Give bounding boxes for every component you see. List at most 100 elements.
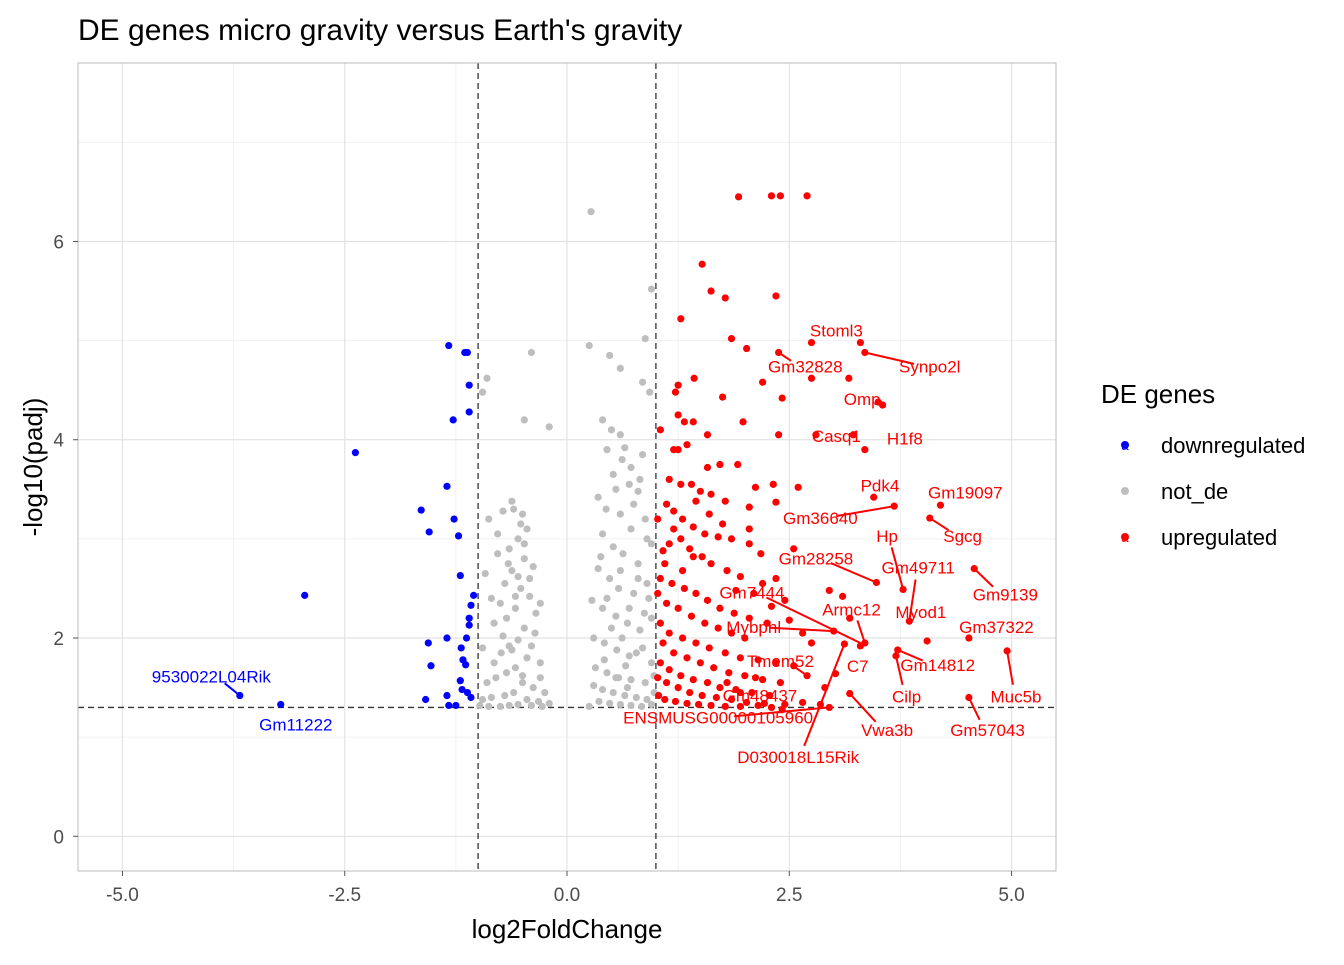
data-point-upregulated [785,616,793,624]
label-leader-line [973,567,994,588]
data-point-upregulated [661,695,669,704]
data-point-upregulated [721,702,729,711]
data-point-upregulated [807,374,816,382]
data-point-not-de [612,485,620,493]
gene-label: Muc5b [990,688,1041,707]
data-point-upregulated [745,540,753,548]
data-point-not-de [527,701,536,710]
data-point-not-de [621,444,629,452]
data-point-upregulated [899,585,907,594]
data-point-upregulated [923,637,931,645]
data-point-upregulated [730,609,738,617]
label-leader-line [897,648,924,662]
data-point-not-de [638,451,647,459]
data-point-upregulated [674,604,682,612]
data-point-upregulated [665,475,673,483]
data-point-upregulated [748,688,756,697]
data-point-downregulated [457,644,465,652]
data-point-downregulated [465,408,473,416]
data-point-upregulated [750,589,758,598]
data-point-upregulated [662,599,671,607]
data-point-not-de [647,659,656,667]
data-point-upregulated [721,497,729,505]
data-point-downregulated [424,639,432,647]
data-point-not-de [585,702,593,711]
data-point-upregulated [689,553,697,561]
data-point-not-de [612,612,620,620]
data-point-upregulated [707,287,715,295]
data-point-not-de [496,599,504,607]
data-point-not-de [502,669,511,677]
data-point-downregulated [465,621,473,629]
data-point-upregulated [812,431,820,439]
data-point-not-de [643,535,651,543]
data-point-upregulated [683,441,691,449]
data-point-upregulated [781,596,789,604]
data-point-not-de [587,208,595,216]
data-point-upregulated [763,619,771,627]
data-point-upregulated [678,515,687,523]
data-point-upregulated [718,393,727,401]
data-point-not-de [647,700,656,709]
data-point-not-de [638,702,646,711]
data-point-upregulated [654,674,662,682]
data-point-upregulated [656,619,664,627]
data-point-upregulated [670,649,678,657]
data-point-not-de [511,592,520,600]
data-point-not-de [606,574,614,583]
data-point-upregulated [723,567,731,575]
data-point-not-de [517,584,525,593]
gene-label: Gm32828 [768,357,843,376]
data-point-upregulated [654,691,663,700]
data-point-not-de [613,646,621,654]
data-point-not-de [529,563,537,571]
legend-key-upregulated [1121,533,1129,541]
data-point-downregulated [443,482,451,490]
data-point-not-de [594,493,602,501]
data-point-not-de [641,335,649,343]
data-point-upregulated [703,596,712,604]
data-point-upregulated [656,574,664,583]
data-point-upregulated [799,629,807,637]
data-point-downregulated [467,693,475,702]
data-point-downregulated [445,341,453,350]
data-point-not-de [478,388,487,396]
data-point-not-de [526,574,534,583]
data-point-not-de [485,515,493,523]
data-point-not-de [594,565,602,573]
data-point-upregulated [745,525,753,533]
data-point-upregulated [680,584,688,593]
data-point-not-de [536,599,544,607]
data-point-upregulated [692,639,700,647]
chart-title: DE genes micro gravity versus Earth's gr… [78,14,682,47]
data-point-not-de [612,674,620,682]
grid-lines [78,63,1056,871]
data-point-upregulated [775,431,783,439]
data-point-downregulated [463,348,472,357]
data-point-not-de [618,455,626,464]
data-point-upregulated [687,480,696,488]
threshold-lines [78,63,1056,871]
gene-label: Gm49711 [881,559,954,578]
data-point-upregulated [662,500,671,508]
data-point-upregulated [698,553,706,561]
data-point-not-de [616,567,624,575]
data-point-not-de [607,426,616,434]
gene-label: Gm9139 [973,585,1038,604]
data-point-upregulated [870,493,878,501]
data-point-not-de [595,697,603,706]
data-point-not-de [603,446,611,454]
gene-label: Gm7444 [719,583,784,602]
gene-label: Pdk4 [861,476,900,495]
data-point-upregulated [687,612,696,620]
data-point-upregulated [665,540,673,548]
data-point-not-de [621,691,629,700]
data-point-upregulated [754,656,762,664]
label-leader-line [769,626,834,633]
data-point-upregulated [696,659,704,667]
data-point-upregulated [703,679,712,687]
data-point-not-de [636,626,644,634]
data-point-downregulated [462,634,471,642]
data-point-downregulated [456,677,464,685]
data-point-not-de [632,649,640,657]
